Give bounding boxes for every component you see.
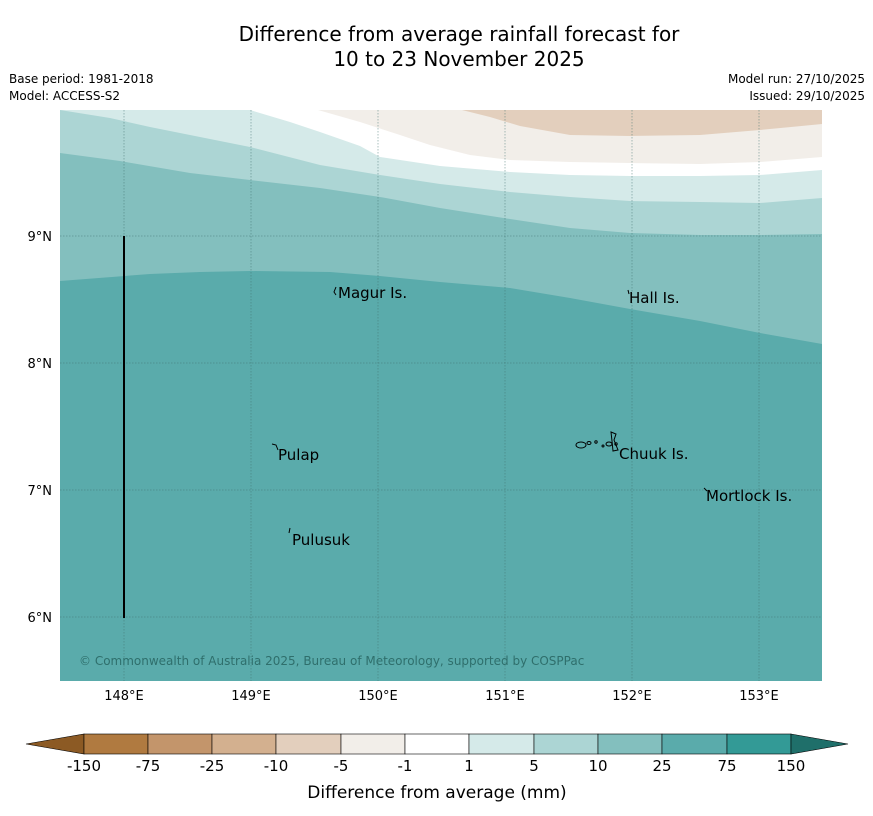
map-panel: Magur Is. Hall Is. Pulap Chuuk Is. Mortl… [60, 110, 822, 681]
cb-label-m25: -25 [200, 757, 225, 775]
model-name: Model: ACCESS-S2 [9, 89, 121, 103]
colorbar-bin-p75-p150 [726, 733, 792, 755]
lon-tick-151e: 151°E [485, 689, 525, 704]
colorbar-bin-p1-p5 [468, 733, 535, 755]
cb-label-p1: 1 [464, 757, 474, 775]
title-line-1: Difference from average rainfall forecas… [238, 22, 680, 46]
colorbar-title: Difference from average (mm) [307, 783, 566, 803]
islands [271, 286, 708, 534]
hall-island-outline [627, 289, 630, 295]
colorbar-bin-p5-p10 [533, 733, 599, 755]
place-label-pulusuk: Pulusuk [292, 531, 350, 549]
model-run: Model run: 27/10/2025 [727, 72, 865, 86]
cb-label-p25: 25 [652, 757, 671, 775]
meta-left: Base period: 1981-2018 Model: ACCESS-S2 [9, 71, 154, 105]
colorbar-bin-p10-p25 [597, 733, 663, 755]
lon-tick-152e: 152°E [612, 689, 652, 704]
cb-label-p5: 5 [529, 757, 539, 775]
colorbar-bin-m25-m10 [211, 733, 277, 755]
colorbar-extend-low [25, 733, 85, 755]
place-label-chuuk: Chuuk Is. [619, 445, 688, 463]
cb-label-p150: 150 [777, 757, 806, 775]
colorbar-bin-m150-m75 [83, 733, 149, 755]
magur-island-outline [333, 286, 337, 296]
band-m10-m5 [462, 110, 822, 136]
cb-label-m75: -75 [136, 757, 161, 775]
map-title: Difference from average rainfall forecas… [0, 22, 873, 72]
colorbar-bin-m10-m5 [275, 733, 342, 755]
colorbar-bin-p25-p75 [661, 733, 728, 755]
cb-label-m10: -10 [264, 757, 289, 775]
meta-right: Model run: 27/10/2025 Issued: 29/10/2025 [728, 71, 865, 105]
latitude-ticks: 9°N 8°N 7°N 6°N [28, 230, 53, 626]
cb-label-m150: -150 [67, 757, 101, 775]
lon-tick-148e: 148°E [104, 689, 144, 704]
cb-label-m5: -5 [334, 757, 349, 775]
colorbar-bin-m75-m25 [147, 733, 213, 755]
place-label-hall: Hall Is. [629, 289, 680, 307]
pulap-island-outline [271, 443, 279, 451]
colorbar-bin-m5-m1 [340, 733, 406, 755]
place-label-magur: Magur Is. [338, 284, 407, 302]
chuuk-island-outlines [575, 431, 619, 452]
lat-tick-7n: 7°N [28, 484, 53, 499]
cb-label-m1: -1 [398, 757, 413, 775]
base-period: Base period: 1981-2018 [9, 72, 154, 86]
title-line-2: 10 to 23 November 2025 [333, 47, 585, 71]
lat-tick-8n: 8°N [28, 357, 53, 372]
cb-label-p75: 75 [717, 757, 736, 775]
mortlock-island-outline [703, 487, 708, 492]
lon-tick-150e: 150°E [358, 689, 398, 704]
colorbar-extend-high [790, 733, 849, 755]
place-label-pulap: Pulap [278, 446, 319, 464]
issued-date: Issued: 29/10/2025 [749, 89, 865, 103]
place-label-mortlock: Mortlock Is. [706, 487, 792, 505]
cb-label-p10: 10 [588, 757, 607, 775]
pulusuk-island-outline [288, 527, 291, 534]
lon-tick-149e: 149°E [231, 689, 271, 704]
longitude-ticks: 148°E 149°E 150°E 151°E 152°E 153°E [104, 689, 779, 704]
lat-tick-6n: 6°N [28, 611, 53, 626]
colorbar-bin-m1-p1 [404, 733, 470, 755]
lat-tick-9n: 9°N [28, 230, 53, 245]
copyright-notice: © Commonwealth of Australia 2025, Bureau… [79, 654, 584, 668]
colorbar-labels: -150 -75 -25 -10 -5 -1 1 5 10 25 75 150 [67, 757, 805, 775]
lon-tick-153e: 153°E [739, 689, 779, 704]
colorbar [25, 733, 849, 755]
